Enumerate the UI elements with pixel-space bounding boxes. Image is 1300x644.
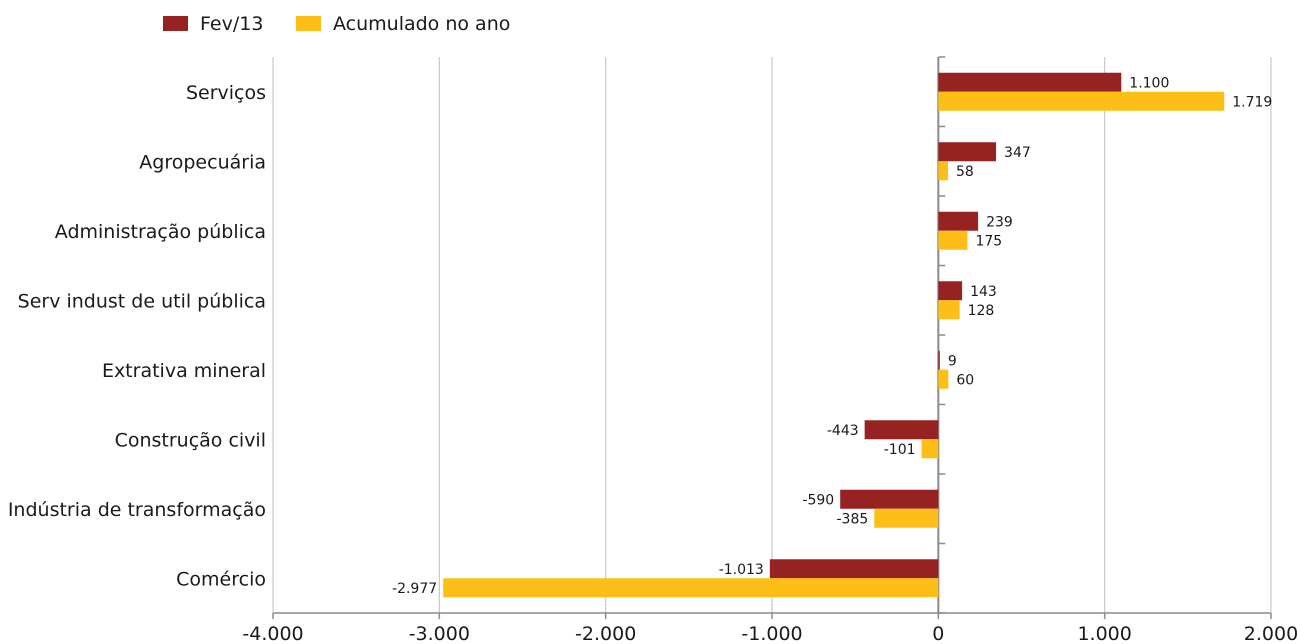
x-tick-label: 0 xyxy=(932,623,944,644)
category-label: Indústria de transformação xyxy=(8,499,266,521)
bar-fev13 xyxy=(938,281,963,301)
category-label: Extrativa mineral xyxy=(102,360,266,382)
data-label: -385 xyxy=(837,511,869,527)
x-tick-label: 1.000 xyxy=(1077,623,1131,644)
data-label: -443 xyxy=(827,423,859,439)
bar-acumulado xyxy=(938,161,948,181)
data-label: 1.719 xyxy=(1232,94,1272,110)
category-label: Serv indust de util pública xyxy=(18,290,266,312)
x-tick-label: 2.000 xyxy=(1244,623,1298,644)
legend-label: Fev/13 xyxy=(200,13,263,35)
data-label: -590 xyxy=(802,492,834,508)
bar-fev13 xyxy=(840,489,939,509)
tick-labels: -4.000 -3.000 -2.000 -1.000 0 1.000 2.000 xyxy=(242,623,1298,644)
data-label: 1.100 xyxy=(1129,75,1169,91)
bar-acumulado xyxy=(921,439,939,459)
data-label: 60 xyxy=(956,372,974,388)
bar-acumulado xyxy=(874,508,939,528)
data-label: 347 xyxy=(1004,145,1031,161)
bar-fev13 xyxy=(769,559,939,579)
bar-acumulado xyxy=(938,369,949,389)
data-label: 9 xyxy=(948,353,957,369)
legend-swatch-fev13 xyxy=(163,16,188,31)
category-label: Agropecuária xyxy=(139,151,266,173)
data-label: 175 xyxy=(975,233,1002,249)
data-label: -2.977 xyxy=(392,581,437,597)
x-tick-label: -1.000 xyxy=(741,623,802,644)
bars xyxy=(443,72,1225,598)
bar-acumulado xyxy=(938,300,960,320)
data-labels: 1.100 1.719 347 58 239 175 143 128 9 60 -443 -101 -5… xyxy=(392,75,1272,597)
data-label: 128 xyxy=(968,303,995,319)
gridlines xyxy=(272,57,1272,613)
category-label: Comércio xyxy=(176,568,266,590)
data-label: -101 xyxy=(884,442,916,458)
bar-acumulado xyxy=(443,578,939,598)
bar-fev13 xyxy=(938,142,997,162)
legend-label: Acumulado no ano xyxy=(333,13,510,35)
x-tick-label: -4.000 xyxy=(242,623,303,644)
legend-swatch-acumulado xyxy=(296,16,321,31)
category-label: Administração pública xyxy=(55,221,266,243)
category-label: Construção civil xyxy=(115,429,266,451)
x-tick-label: -3.000 xyxy=(409,623,470,644)
data-label: -1.013 xyxy=(719,562,764,578)
bar-acumulado xyxy=(938,91,1225,111)
bar-fev13 xyxy=(864,420,939,440)
data-label: 58 xyxy=(956,164,974,180)
bar-fev13 xyxy=(938,72,1122,92)
x-tick-label: -2.000 xyxy=(575,623,636,644)
data-label: 239 xyxy=(986,214,1013,230)
bar-acumulado xyxy=(938,230,968,250)
legend: Fev/13 Acumulado no ano xyxy=(163,13,510,35)
bar-fev13 xyxy=(938,211,979,231)
category-label: Serviços xyxy=(186,82,266,104)
category-labels: Serviços Agropecuária Administração públic… xyxy=(8,82,266,591)
data-label: 143 xyxy=(970,284,997,300)
bar-fev13 xyxy=(938,350,940,370)
